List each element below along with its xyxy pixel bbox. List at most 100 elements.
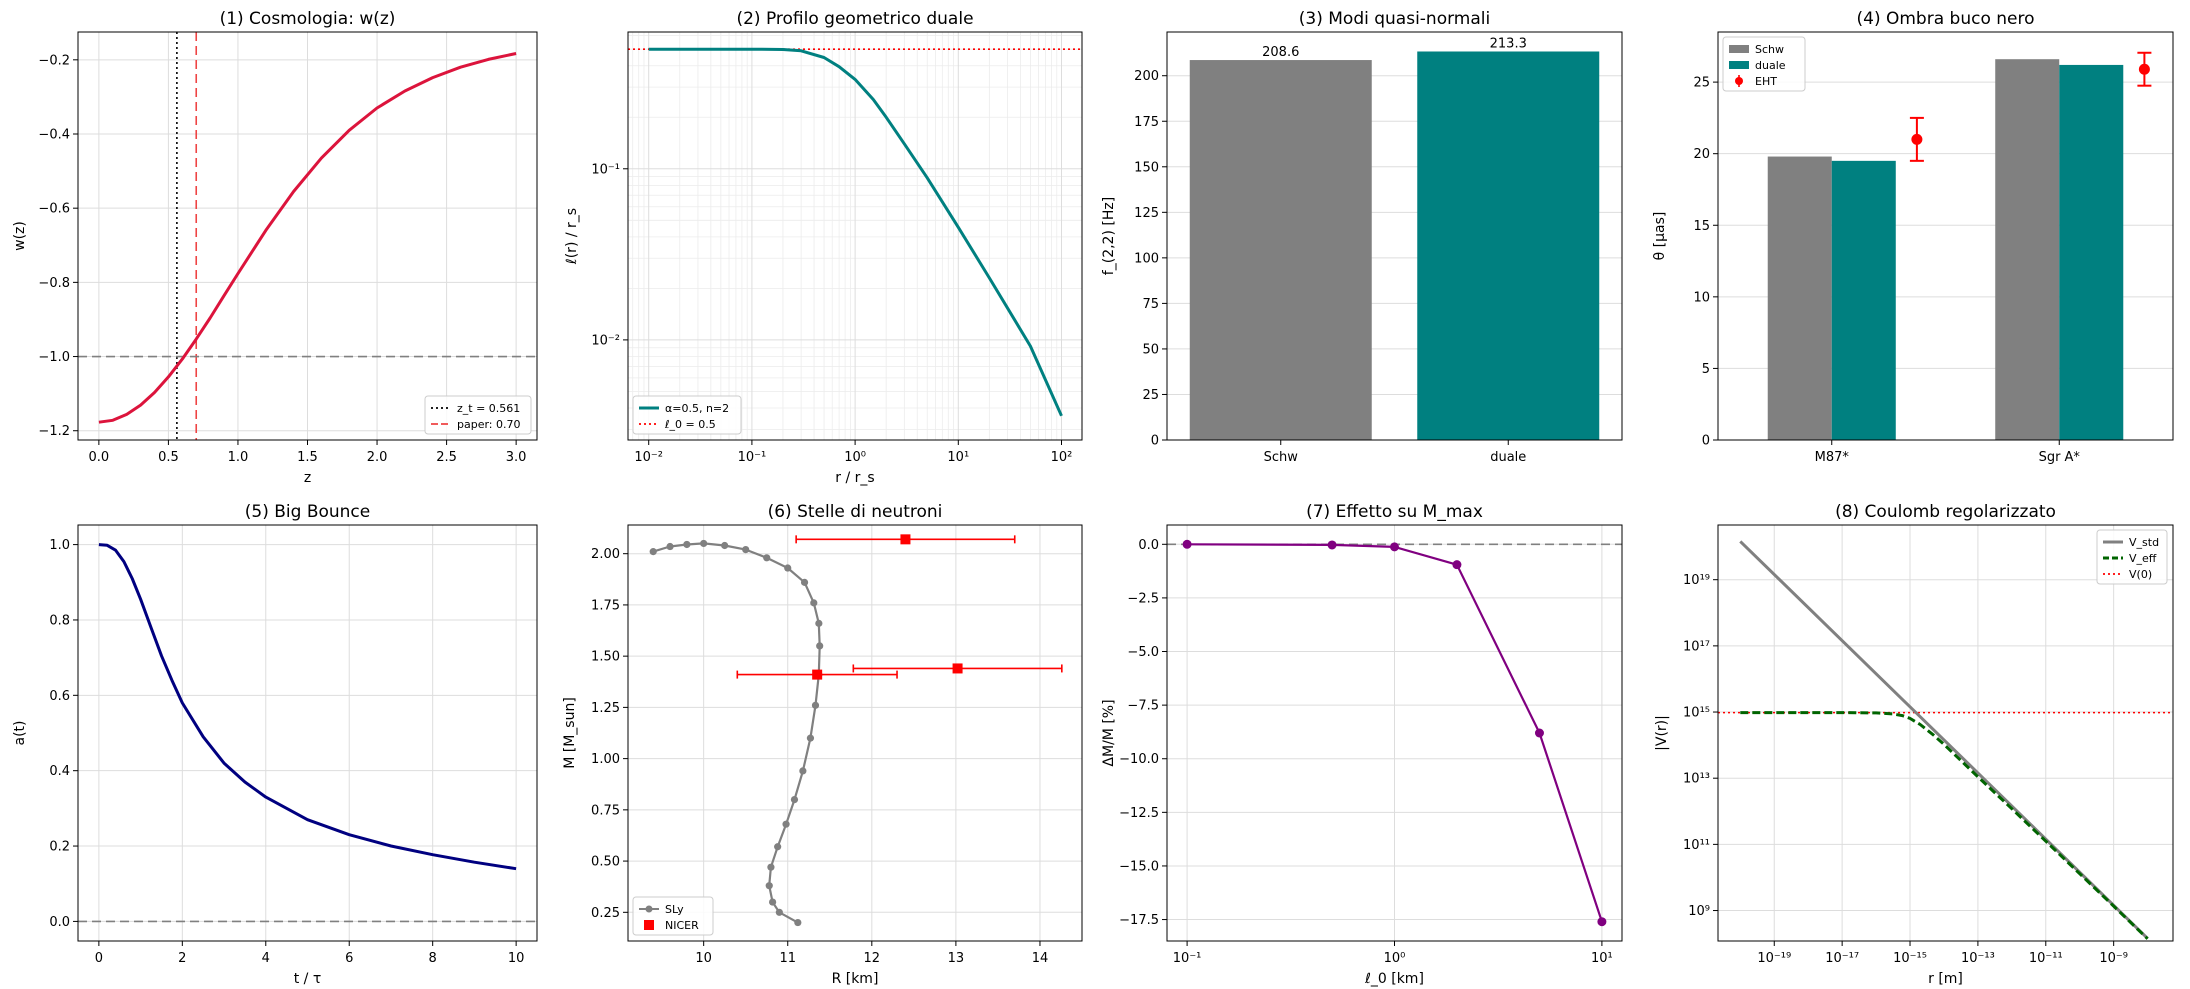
data-point (816, 642, 824, 650)
x-tick-label: 10⁰ (844, 450, 866, 465)
legend-swatch (645, 905, 653, 913)
bar-duale (1417, 51, 1600, 440)
data-point (782, 820, 790, 828)
data-point (775, 908, 783, 916)
x-tick-label: 2 (178, 951, 186, 966)
x-tick-label: 6 (345, 951, 353, 966)
data-point (721, 541, 729, 550)
legend-label: duale (1755, 59, 1786, 72)
data-point (765, 882, 773, 890)
data-point (1182, 539, 1192, 549)
y-tick-label: 75 (1142, 297, 1159, 312)
y-tick-label: 150 (1134, 160, 1159, 175)
y-tick-label: 10¹¹ (1683, 838, 1710, 853)
bar-value-label: 208.6 (1262, 45, 1299, 60)
y-axis-label: a(t) (12, 721, 28, 746)
x-tick-label: 10⁻¹ (738, 450, 767, 465)
x-tick-label: duale (1490, 450, 1526, 465)
y-tick-label: 1.25 (591, 701, 620, 716)
panel-7: −17.5 −15.0 −12.5 −10.0 −7.5 −5.0 −2.5 0.0 10⁻¹ 1… (1101, 502, 1623, 987)
x-tick-label: 14 (1032, 951, 1049, 966)
x-tick-label: 10 (695, 951, 712, 966)
y-tick-label: 1.50 (591, 650, 620, 665)
x-tick-label: 10⁰ (1384, 951, 1406, 966)
y-tick-label: 1.0 (49, 538, 70, 553)
data-point (700, 539, 708, 548)
series-line-0 (98, 543, 517, 871)
x-axis-label: r [m] (1928, 971, 1963, 987)
panel-8: 10⁹ 10¹¹ 10¹³ 10¹⁵ 10¹⁷ 10¹⁹ 10⁻¹⁹ 10⁻¹⁷ 10⁻¹⁵ 10… (1654, 502, 2174, 987)
y-tick-label: 0.4 (49, 764, 70, 779)
y-tick-label: −10.0 (1119, 752, 1159, 767)
data-point (683, 540, 691, 549)
y-tick-label: 175 (1134, 115, 1159, 130)
panel-title: (5) Big Bounce (245, 502, 370, 522)
panel-3: 0 25 50 75 100 125 150 175 200 208.6 Schw 213.3 dual… (1101, 9, 1623, 465)
data-point (794, 918, 802, 927)
panel-title: (8) Coulomb regolarizzato (1835, 502, 2056, 522)
x-tick-label: 2.5 (436, 450, 457, 465)
y-tick-label: −0.4 (38, 128, 70, 143)
legend-label: paper: 0.70 (457, 418, 521, 431)
y-tick-label: 5 (1702, 362, 1710, 377)
y-tick-label: 100 (1134, 251, 1159, 266)
y-axis-label: |V(r)| (1654, 715, 1670, 751)
x-tick-label: 10⁻¹⁷ (1825, 951, 1859, 966)
series-line-0 (98, 52, 517, 424)
y-tick-label: 2.00 (591, 547, 620, 562)
y-tick-label: 50 (1142, 342, 1159, 357)
x-tick-label: 0 (95, 951, 103, 966)
x-tick-label: 2.0 (367, 450, 388, 465)
legend-label: V_std (2129, 536, 2159, 549)
panel-title: (6) Stelle di neutroni (768, 502, 943, 522)
axes-frame (1166, 524, 1623, 942)
x-tick-label: 10⁻¹ (1173, 951, 1202, 966)
y-tick-label: −7.5 (1127, 699, 1159, 714)
data-point (1327, 540, 1337, 550)
plot-area (1167, 539, 1622, 927)
bar-Schw (1189, 60, 1372, 440)
axes-frame (77, 524, 538, 942)
series-line-0 (1187, 543, 1603, 923)
bar-duale-Sgr A* (2059, 64, 2124, 440)
legend-label: Schw (1755, 43, 1784, 56)
nicer-point (952, 663, 963, 674)
axes-frame (1717, 31, 2174, 441)
y-tick-label: 0.25 (591, 906, 620, 921)
axes-frame (1166, 31, 1623, 441)
y-tick-label: 0.0 (1138, 538, 1159, 553)
y-axis-label: ℓ(r) / r_s (564, 208, 580, 265)
y-tick-label: −12.5 (1119, 806, 1159, 821)
bar-Schw-M87* (1767, 156, 1832, 440)
x-tick-label: 12 (864, 951, 881, 966)
x-tick-label: 10 (508, 951, 525, 966)
y-tick-label: 15 (1693, 219, 1710, 234)
y-tick-label: 0.75 (591, 803, 620, 818)
x-tick-label: 10⁻¹³ (1961, 951, 1995, 966)
data-point (806, 734, 815, 742)
plot-area (1718, 540, 2173, 940)
series-line-V_eff (1740, 711, 2149, 940)
legend-label: V(0) (2129, 568, 2152, 581)
x-tick-label: 3.0 (506, 450, 527, 465)
axes-frame (627, 31, 1083, 441)
panel-title: (1) Cosmologia: w(z) (220, 9, 396, 29)
legend-label: SLy (665, 903, 684, 916)
legend-swatch (644, 920, 654, 930)
y-tick-label: 200 (1134, 69, 1159, 84)
x-tick-label: 8 (429, 951, 437, 966)
axes-frame (77, 31, 538, 441)
panel-5: 0.0 0.2 0.4 0.6 0.8 1.0 0 2 4 6 8 10 (5) Big Bounce t… (12, 502, 538, 987)
panel-6: 0.25 0.50 0.75 1.00 1.25 1.50 1.75 2.00 10 11 12 13… (562, 502, 1083, 987)
y-tick-label: 10 (1693, 290, 1710, 305)
nicer-point (812, 669, 823, 680)
x-tick-label: 10⁻⁹ (2099, 951, 2128, 966)
legend-label: EHT (1755, 75, 1777, 88)
data-point (799, 767, 807, 775)
x-axis-label: ℓ_0 [km] (1364, 971, 1424, 987)
y-tick-label: 10⁻² (591, 333, 620, 348)
y-tick-label: −5.0 (1127, 645, 1159, 660)
x-axis-label: r / r_s (835, 470, 874, 486)
x-tick-label: 13 (948, 951, 965, 966)
y-tick-label: −0.2 (38, 53, 70, 68)
